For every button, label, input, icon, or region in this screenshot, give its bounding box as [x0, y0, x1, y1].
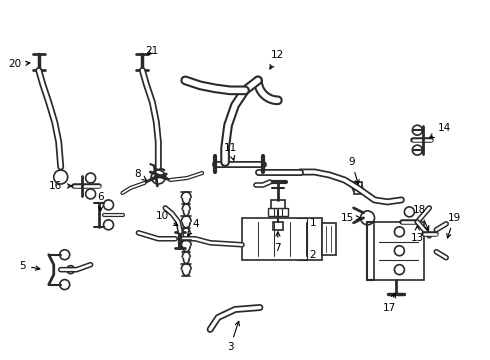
Text: 15: 15	[341, 213, 361, 223]
Text: 16: 16	[49, 181, 72, 191]
Text: 4: 4	[188, 219, 199, 235]
Text: 10: 10	[156, 211, 178, 226]
Text: 5: 5	[20, 261, 40, 271]
Text: 12: 12	[270, 50, 285, 69]
Text: 19: 19	[447, 213, 461, 238]
Text: 17: 17	[383, 293, 396, 312]
Text: 9: 9	[348, 157, 359, 184]
Circle shape	[54, 170, 68, 184]
Circle shape	[151, 170, 165, 184]
Text: 14: 14	[430, 123, 451, 138]
Text: 2: 2	[310, 250, 317, 260]
Bar	[322, 223, 336, 255]
Text: 18: 18	[413, 205, 429, 230]
Text: 21: 21	[146, 45, 159, 55]
Text: 13: 13	[411, 226, 424, 243]
Text: 20: 20	[8, 59, 30, 69]
Bar	[271, 200, 285, 210]
Text: 11: 11	[223, 143, 237, 160]
Bar	[273, 222, 283, 230]
Bar	[268, 208, 288, 216]
Bar	[374, 222, 424, 280]
Bar	[242, 218, 322, 260]
Text: 3: 3	[227, 321, 240, 352]
Text: 6: 6	[97, 192, 104, 211]
Text: 8: 8	[134, 169, 147, 180]
Text: 1: 1	[310, 218, 317, 228]
Text: 7: 7	[274, 232, 281, 253]
Circle shape	[353, 183, 363, 193]
Bar	[354, 182, 362, 194]
